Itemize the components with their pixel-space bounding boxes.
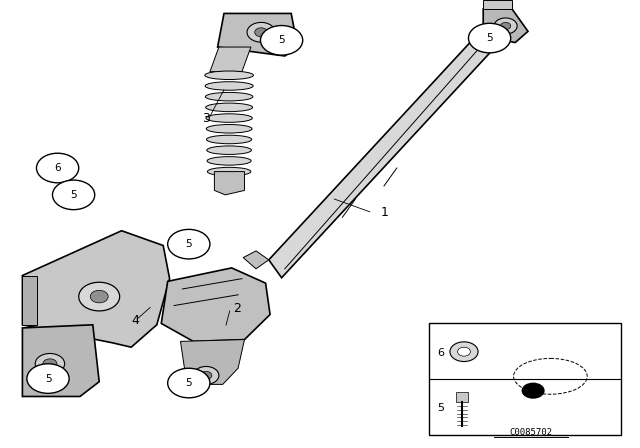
Circle shape	[255, 28, 268, 37]
Text: 5: 5	[186, 239, 192, 249]
Circle shape	[247, 22, 275, 42]
Circle shape	[458, 347, 470, 356]
Circle shape	[200, 371, 212, 379]
Ellipse shape	[205, 92, 253, 101]
Circle shape	[193, 366, 219, 384]
Circle shape	[450, 342, 478, 362]
Text: 3: 3	[202, 112, 209, 125]
Circle shape	[168, 229, 210, 259]
Text: 5: 5	[437, 403, 444, 413]
Circle shape	[52, 180, 95, 210]
Polygon shape	[243, 251, 269, 269]
Ellipse shape	[207, 167, 251, 176]
Polygon shape	[22, 231, 170, 347]
Ellipse shape	[206, 125, 252, 133]
Text: 5: 5	[70, 190, 77, 200]
FancyBboxPatch shape	[456, 392, 468, 402]
Circle shape	[27, 364, 69, 393]
Ellipse shape	[205, 103, 253, 112]
Circle shape	[36, 153, 79, 183]
Ellipse shape	[206, 114, 252, 122]
Polygon shape	[22, 276, 37, 325]
Text: 1: 1	[381, 206, 388, 220]
Text: 5: 5	[278, 35, 285, 45]
Text: 2: 2	[234, 302, 241, 315]
Ellipse shape	[207, 157, 251, 165]
Circle shape	[90, 290, 108, 303]
Polygon shape	[180, 340, 244, 384]
Polygon shape	[269, 18, 506, 278]
Text: 5: 5	[45, 374, 51, 383]
Circle shape	[500, 22, 511, 30]
Circle shape	[522, 383, 545, 399]
Polygon shape	[210, 47, 251, 72]
Text: 6: 6	[54, 163, 61, 173]
Text: 5: 5	[486, 33, 493, 43]
Text: 6: 6	[437, 348, 444, 358]
Polygon shape	[161, 268, 270, 341]
Polygon shape	[218, 13, 298, 56]
Polygon shape	[214, 172, 244, 195]
Ellipse shape	[207, 146, 252, 155]
Circle shape	[43, 359, 57, 369]
Circle shape	[468, 23, 511, 53]
Polygon shape	[483, 0, 512, 9]
Ellipse shape	[205, 71, 253, 80]
Text: 5: 5	[186, 378, 192, 388]
Polygon shape	[22, 325, 99, 396]
Circle shape	[168, 368, 210, 398]
Circle shape	[35, 353, 65, 374]
Polygon shape	[483, 9, 528, 43]
Text: C0085702: C0085702	[509, 428, 553, 437]
Ellipse shape	[205, 82, 253, 90]
Circle shape	[260, 26, 303, 55]
FancyBboxPatch shape	[429, 323, 621, 435]
Ellipse shape	[207, 135, 252, 144]
Circle shape	[79, 282, 120, 311]
Text: 4: 4	[131, 314, 139, 327]
Circle shape	[494, 18, 517, 34]
